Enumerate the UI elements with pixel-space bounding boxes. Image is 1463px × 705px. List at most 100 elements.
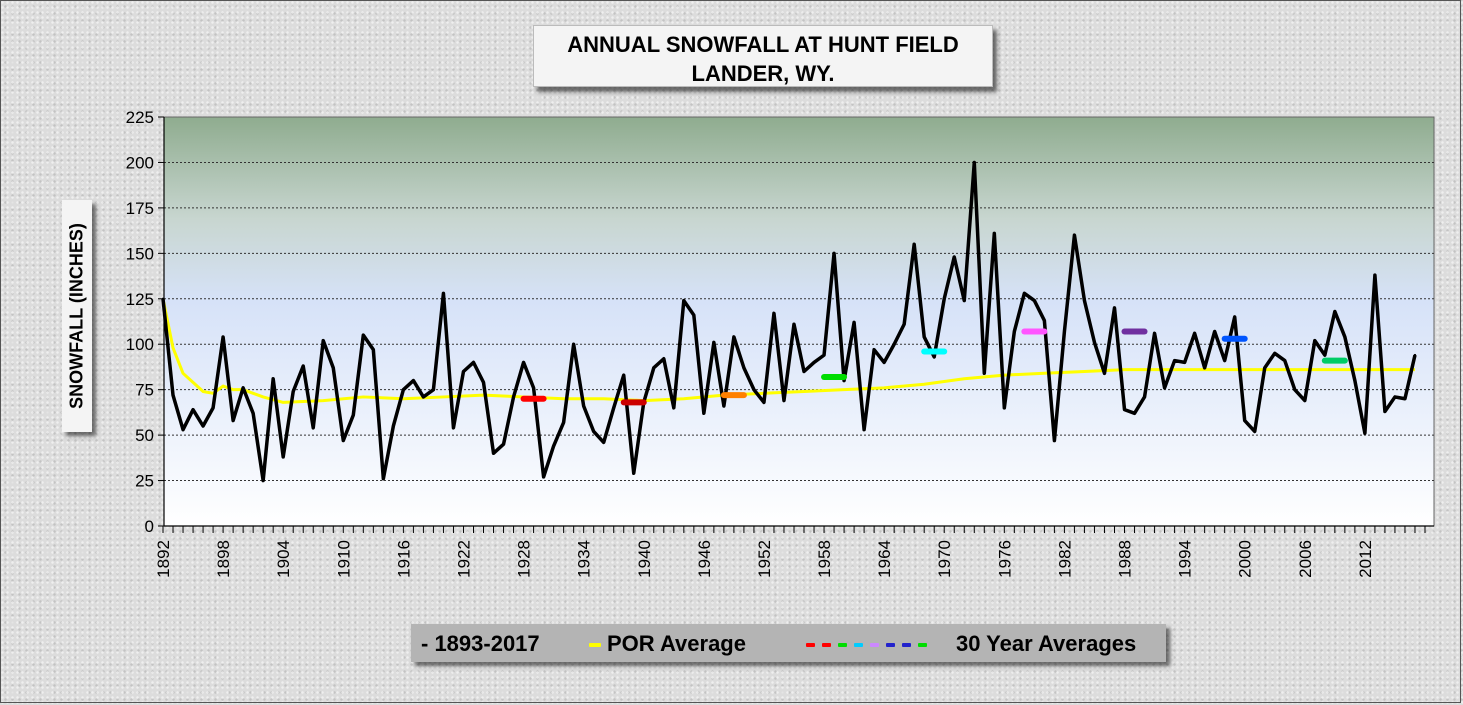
x-tick-label: 1970 [935, 540, 954, 578]
y-tick-label: 200 [126, 153, 154, 172]
data-point [882, 361, 886, 364]
data-point [552, 444, 555, 448]
data-point [712, 341, 716, 344]
data-point [211, 406, 215, 410]
data-point [822, 353, 826, 357]
data-point [973, 161, 976, 164]
legend-thirty-dash [822, 643, 831, 647]
data-point [983, 372, 986, 375]
y-axis-label: SNOWFALL (INCHES) [66, 223, 87, 409]
data-point [432, 388, 435, 391]
data-point [682, 299, 686, 302]
data-point [1233, 315, 1236, 319]
x-tick-label: 1916 [394, 540, 413, 578]
data-point [312, 426, 315, 430]
data-point [1023, 292, 1026, 295]
data-point [442, 292, 445, 295]
data-point [953, 255, 956, 259]
data-point [1373, 273, 1377, 277]
data-point [1353, 379, 1357, 382]
data-point [1043, 319, 1046, 322]
data-point [261, 479, 265, 482]
data-point [1313, 339, 1317, 342]
legend-thirty-dash [902, 643, 911, 647]
data-point [1153, 332, 1156, 335]
data-point [652, 366, 655, 370]
y-tick-label: 75 [135, 381, 154, 400]
data-point [842, 379, 846, 382]
x-tick-label: 1976 [995, 540, 1014, 578]
data-point [632, 472, 635, 475]
data-point [772, 312, 776, 315]
data-point [352, 413, 355, 417]
y-tick-label: 150 [126, 244, 154, 263]
legend-thirty-dash [806, 643, 815, 647]
data-point [492, 452, 495, 455]
data-point [1183, 361, 1186, 364]
data-point [191, 408, 195, 411]
chart-title-line1: ANNUAL SNOWFALL AT HUNT FIELD [567, 32, 959, 57]
thirty-year-averages [520, 328, 1348, 406]
data-point [1083, 299, 1086, 302]
x-tick-label: 1958 [815, 540, 834, 578]
data-point [271, 377, 275, 380]
y-tick-label: 175 [126, 199, 154, 218]
data-point [832, 252, 836, 255]
x-tick-label: 1964 [875, 540, 894, 578]
chart-title-line2: LANDER, WY. [691, 61, 835, 86]
data-point [532, 386, 535, 390]
data-point [1403, 397, 1407, 400]
data-point [612, 406, 615, 410]
data-point [292, 390, 295, 393]
data-point [742, 366, 746, 370]
data-point [1063, 330, 1066, 333]
data-point [912, 243, 916, 246]
y-axis-label-box [62, 200, 92, 432]
x-tick-label: 1988 [1116, 540, 1135, 578]
data-point [1163, 386, 1166, 390]
data-point [221, 335, 225, 339]
data-point [1273, 352, 1276, 355]
y-tick-label: 0 [145, 517, 154, 536]
y-axis-ticks: 0 25 50 75 100 125 150 175 200 225 [126, 108, 164, 536]
data-point [1293, 388, 1296, 391]
data-point [1053, 439, 1056, 442]
x-axis-ticks: 1892 1898 1904 1910 1916 1922 1928 1934 1940 1946… [154, 526, 1426, 578]
data-point [1013, 330, 1016, 333]
data-point [1383, 410, 1387, 413]
legend-por-swatch [589, 643, 601, 647]
data-point [1323, 353, 1327, 357]
x-tick-label: 1898 [214, 540, 233, 578]
data-point [302, 364, 305, 368]
data-point [872, 348, 876, 351]
data-point [522, 361, 525, 364]
y-tick-label: 25 [135, 472, 154, 491]
data-point [702, 412, 706, 415]
data-point [622, 373, 625, 377]
data-point [1343, 335, 1347, 339]
data-point [392, 424, 395, 428]
data-point [412, 379, 415, 382]
data-point [472, 361, 475, 364]
data-point [902, 323, 906, 326]
legend-thirty-label: 30 Year Averages [956, 631, 1137, 656]
legend-thirty-dash [870, 643, 879, 647]
data-point [892, 343, 896, 346]
data-point [963, 299, 966, 302]
chart-title: ANNUAL SNOWFALL AT HUNT FIELD LANDER, WY… [533, 25, 993, 87]
y-tick-label: 125 [126, 290, 154, 309]
data-point [1033, 299, 1036, 302]
data-point [1223, 359, 1226, 362]
x-tick-label: 2000 [1236, 540, 1255, 578]
data-point [1413, 353, 1417, 357]
plot-area [163, 116, 1435, 527]
data-point [592, 430, 595, 433]
data-point [402, 388, 405, 391]
data-point [171, 393, 175, 397]
x-tick-label: 1910 [334, 540, 353, 578]
data-point [1143, 395, 1146, 399]
x-tick-label: 1946 [695, 540, 714, 578]
data-point [1303, 399, 1306, 402]
data-point [512, 395, 515, 399]
